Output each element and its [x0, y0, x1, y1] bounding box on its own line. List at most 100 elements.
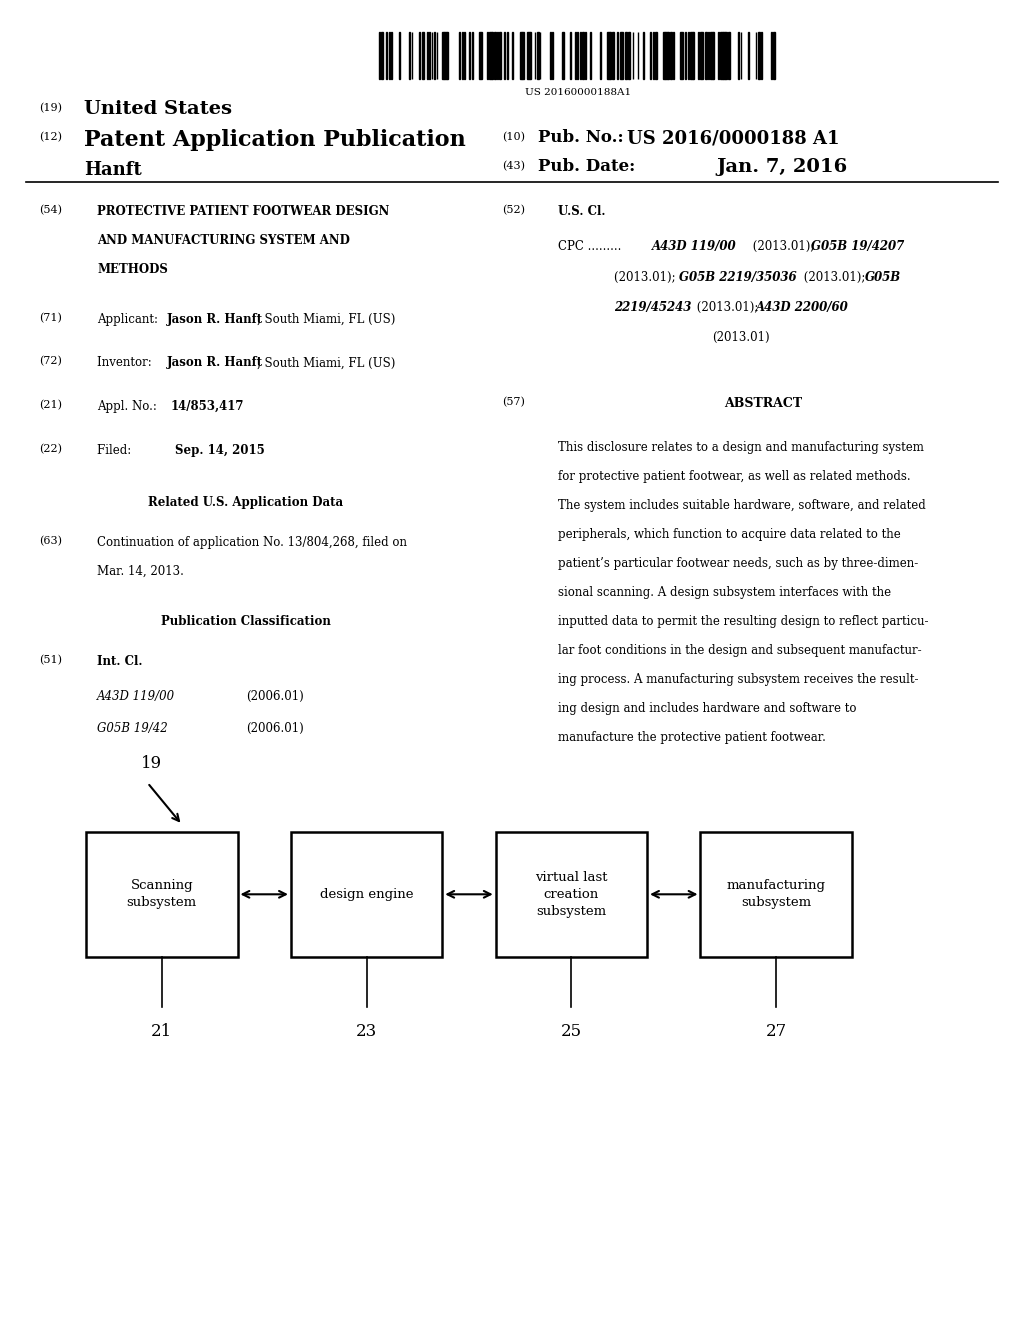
Bar: [427, 32, 428, 79]
Text: 23: 23: [356, 1023, 377, 1040]
Text: 14/853,417: 14/853,417: [171, 400, 245, 413]
Text: ABSTRACT: ABSTRACT: [724, 397, 802, 411]
Text: manufacturing
subsystem: manufacturing subsystem: [727, 879, 825, 909]
Text: US 20160000188A1: US 20160000188A1: [525, 88, 632, 98]
Bar: [620, 32, 623, 79]
Text: A43D 119/00: A43D 119/00: [652, 240, 737, 253]
Text: ing process. A manufacturing subsystem receives the result-: ing process. A manufacturing subsystem r…: [558, 673, 919, 686]
Bar: [652, 32, 654, 79]
Bar: [527, 32, 529, 79]
Bar: [666, 32, 668, 79]
Text: ing design and includes hardware and software to: ing design and includes hardware and sof…: [558, 702, 857, 715]
Text: lar foot conditions in the design and subsequent manufactur-: lar foot conditions in the design and su…: [558, 644, 922, 657]
Bar: [519, 32, 522, 79]
Text: CPC .........: CPC .........: [558, 240, 629, 253]
Bar: [607, 32, 610, 79]
Text: Mar. 14, 2013.: Mar. 14, 2013.: [97, 565, 184, 578]
Text: Inventor:: Inventor:: [97, 356, 163, 370]
Text: (19): (19): [39, 103, 61, 114]
Text: (51): (51): [39, 655, 61, 665]
Bar: [723, 32, 725, 79]
Text: (52): (52): [502, 205, 524, 215]
Bar: [758, 32, 760, 79]
Text: G05B 19/4207: G05B 19/4207: [811, 240, 904, 253]
Text: This disclosure relates to a design and manufacturing system: This disclosure relates to a design and …: [558, 441, 924, 454]
Bar: [550, 32, 551, 79]
Bar: [422, 32, 424, 79]
Text: (10): (10): [502, 132, 524, 143]
Text: G05B 19/42: G05B 19/42: [97, 722, 168, 735]
Text: (2013.01);: (2013.01);: [749, 240, 818, 253]
Text: , South Miami, FL (US): , South Miami, FL (US): [257, 313, 395, 326]
Text: (21): (21): [39, 400, 61, 411]
Text: (54): (54): [39, 205, 61, 215]
Bar: [690, 32, 693, 79]
Text: patient’s particular footwear needs, such as by three-dimen-: patient’s particular footwear needs, suc…: [558, 557, 919, 570]
Text: 19: 19: [141, 755, 163, 772]
Bar: [538, 32, 539, 79]
Text: PROTECTIVE PATIENT FOOTWEAR DESIGN: PROTECTIVE PATIENT FOOTWEAR DESIGN: [97, 205, 390, 218]
Text: A43D 119/00: A43D 119/00: [97, 690, 175, 704]
Bar: [574, 32, 577, 79]
Text: Publication Classification: Publication Classification: [161, 615, 331, 628]
Text: Applicant:: Applicant:: [97, 313, 166, 326]
Bar: [600, 32, 601, 79]
Text: Filed:: Filed:: [97, 444, 162, 457]
Bar: [625, 32, 627, 79]
Text: (12): (12): [39, 132, 61, 143]
Text: (72): (72): [39, 356, 61, 367]
Text: G05B 2219/35036: G05B 2219/35036: [679, 271, 797, 284]
Bar: [700, 32, 702, 79]
Bar: [612, 32, 614, 79]
Text: design engine: design engine: [319, 888, 414, 900]
Text: METHODS: METHODS: [97, 263, 168, 276]
Text: (2013.01): (2013.01): [712, 331, 769, 345]
Bar: [86, 832, 238, 957]
Bar: [486, 32, 488, 79]
Text: Jason R. Hanft: Jason R. Hanft: [167, 356, 263, 370]
Bar: [628, 32, 630, 79]
Bar: [495, 32, 496, 79]
Bar: [663, 32, 666, 79]
Bar: [489, 32, 492, 79]
Text: Pub. Date:: Pub. Date:: [538, 158, 635, 176]
Text: 21: 21: [152, 1023, 172, 1040]
Bar: [700, 832, 852, 957]
Bar: [441, 32, 444, 79]
Text: Hanft: Hanft: [84, 161, 141, 180]
Text: , South Miami, FL (US): , South Miami, FL (US): [257, 356, 395, 370]
Text: US 2016/0000188 A1: US 2016/0000188 A1: [627, 129, 840, 148]
Text: 27: 27: [766, 1023, 786, 1040]
Text: Appl. No.:: Appl. No.:: [97, 400, 165, 413]
Text: inputted data to permit the resulting design to reflect particu-: inputted data to permit the resulting de…: [558, 615, 929, 628]
Bar: [721, 32, 723, 79]
Bar: [522, 32, 523, 79]
Text: Jan. 7, 2016: Jan. 7, 2016: [717, 158, 848, 177]
Text: (2013.01);: (2013.01);: [800, 271, 869, 284]
Bar: [529, 32, 531, 79]
Text: Jason R. Hanft: Jason R. Hanft: [167, 313, 263, 326]
Text: Patent Application Publication: Patent Application Publication: [84, 129, 466, 152]
Bar: [381, 32, 383, 79]
Bar: [655, 32, 656, 79]
Text: The system includes suitable hardware, software, and related: The system includes suitable hardware, s…: [558, 499, 926, 512]
Text: (43): (43): [502, 161, 524, 172]
Bar: [713, 32, 715, 79]
Bar: [680, 32, 683, 79]
Bar: [496, 832, 647, 957]
Bar: [728, 32, 729, 79]
Text: A43D 2200/60: A43D 2200/60: [756, 301, 849, 314]
Text: (71): (71): [39, 313, 61, 323]
Text: United States: United States: [84, 100, 232, 119]
Text: (2013.01);: (2013.01);: [693, 301, 763, 314]
Bar: [583, 32, 584, 79]
Text: 2219/45243: 2219/45243: [614, 301, 692, 314]
Bar: [773, 32, 775, 79]
Bar: [472, 32, 473, 79]
Bar: [718, 32, 720, 79]
Text: 25: 25: [561, 1023, 582, 1040]
Text: (22): (22): [39, 444, 61, 454]
Bar: [725, 32, 727, 79]
Bar: [706, 32, 707, 79]
Text: peripherals, which function to acquire data related to the: peripherals, which function to acquire d…: [558, 528, 901, 541]
